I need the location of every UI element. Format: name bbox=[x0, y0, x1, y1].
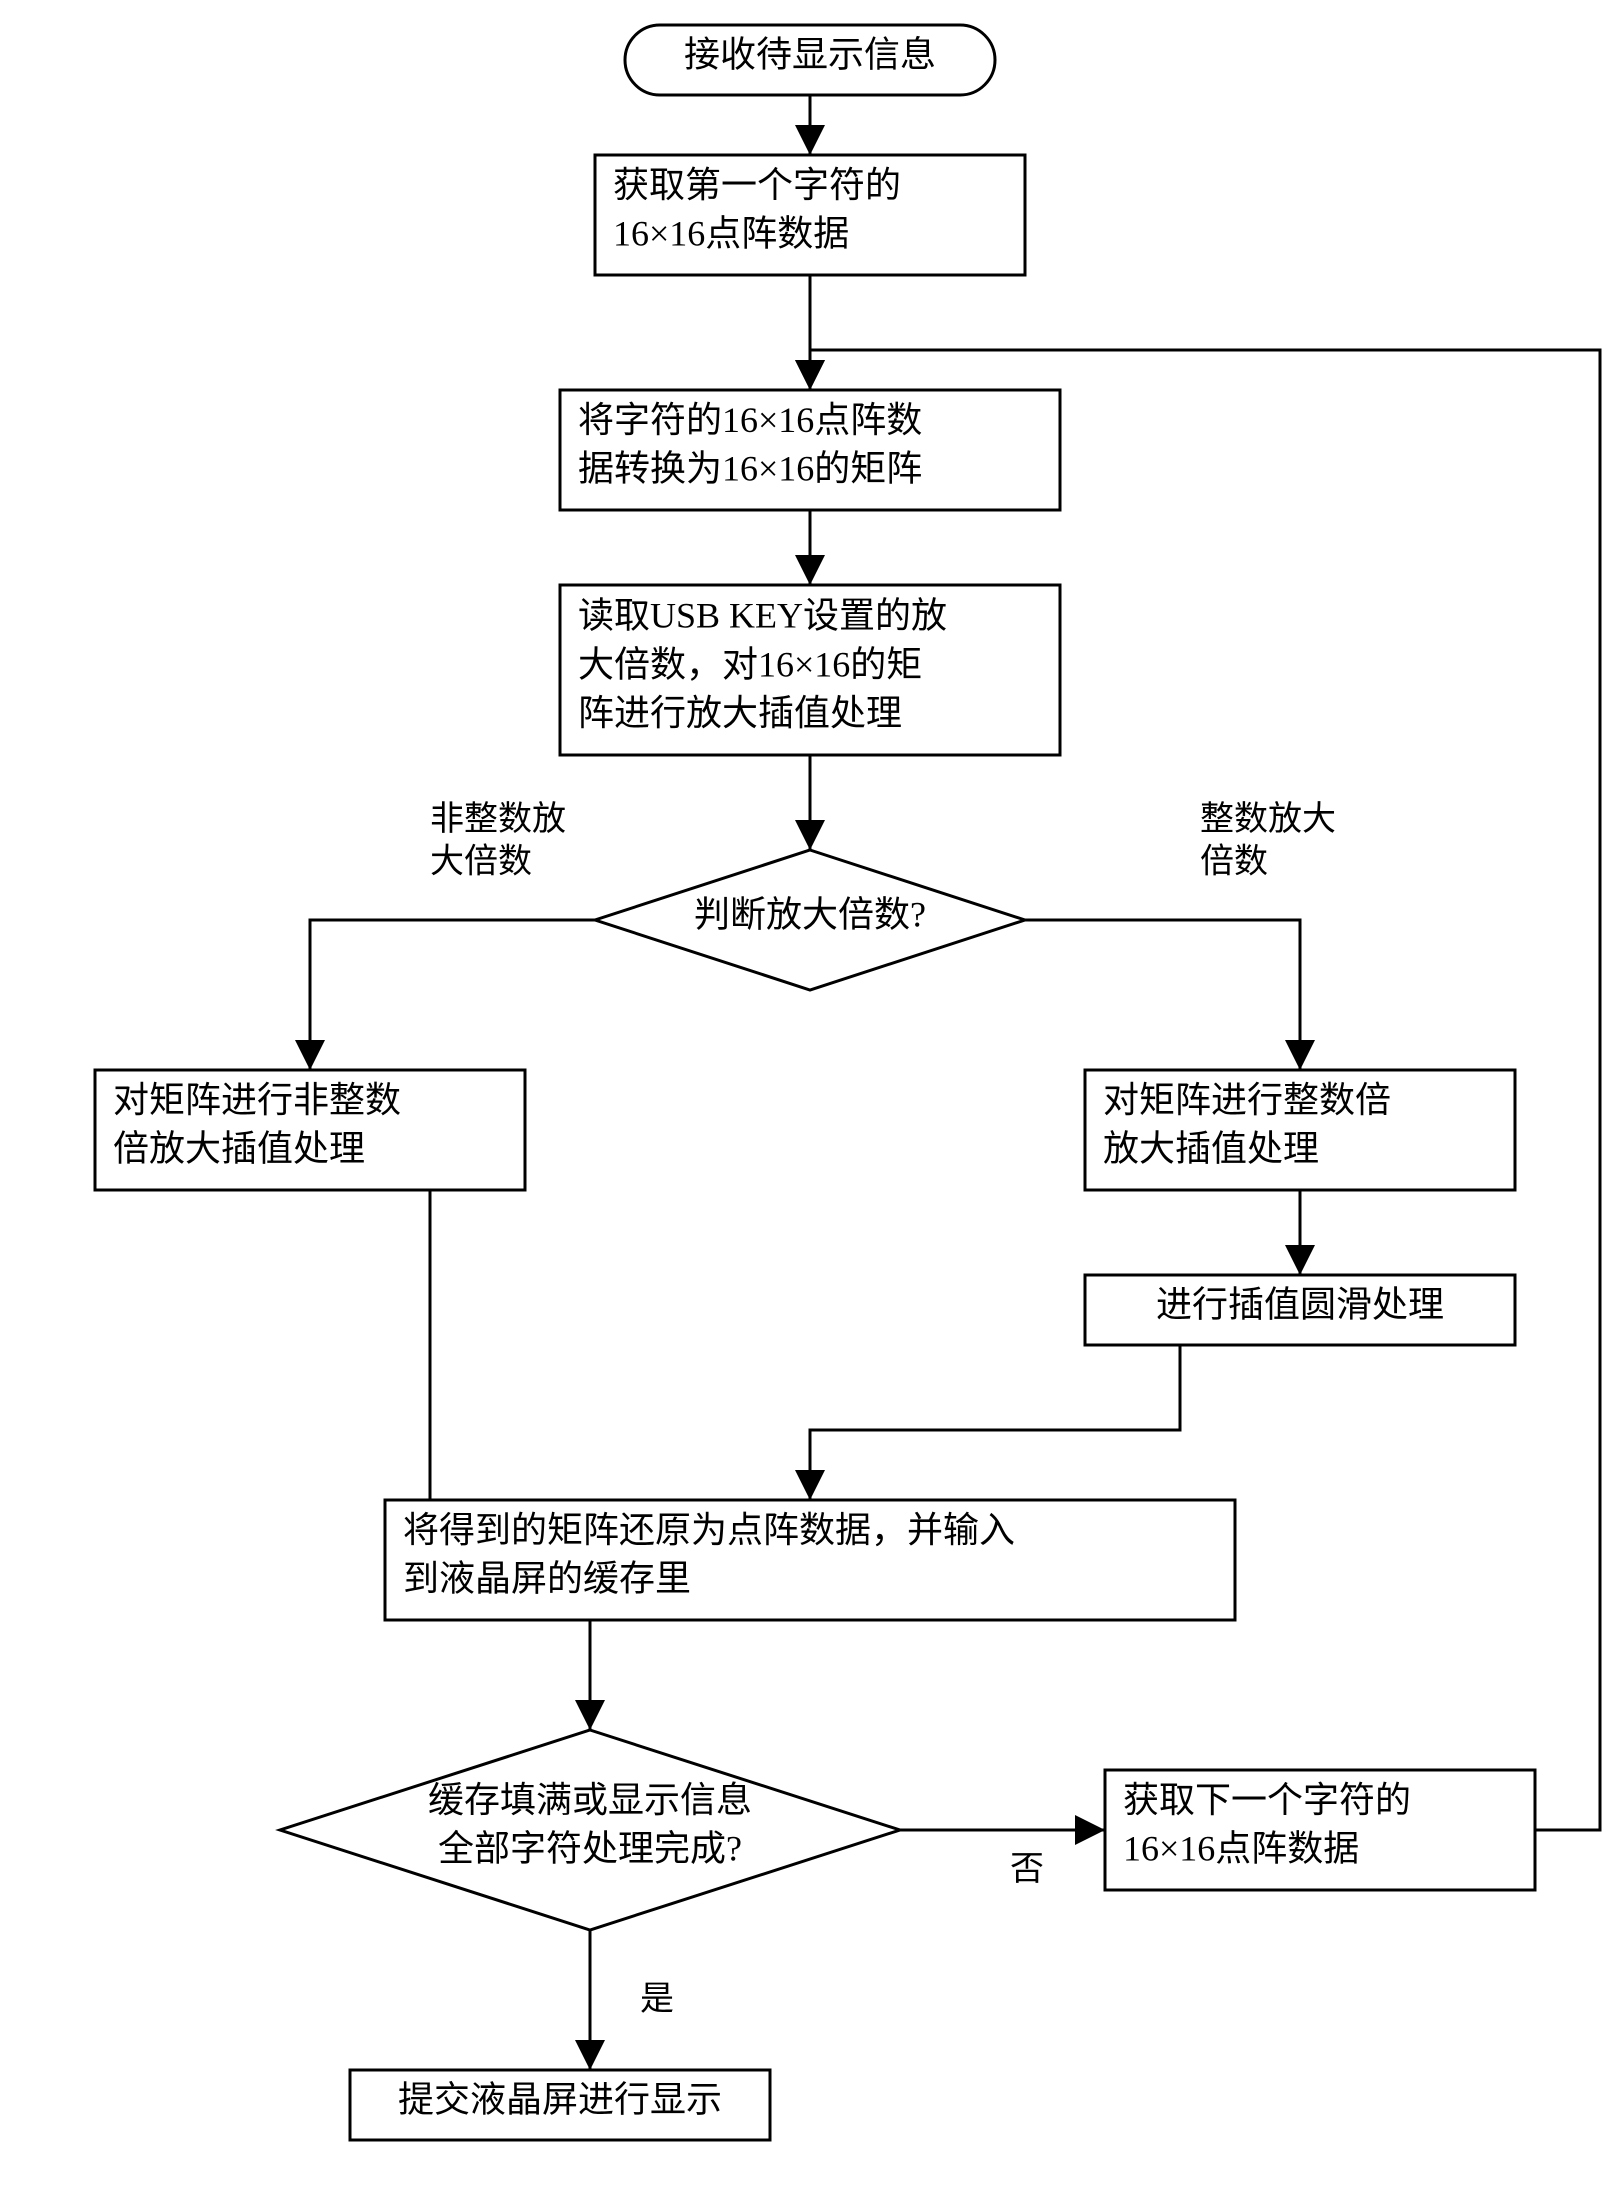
node-nL-line-1: 倍放大插值处理 bbox=[113, 1129, 365, 1169]
node-nR2: 进行插值圆滑处理 bbox=[1085, 1275, 1515, 1345]
node-d1-line-0: 判断放大倍数? bbox=[694, 894, 926, 934]
edge-11-label-0: 是 bbox=[640, 1981, 674, 2018]
node-n4-line-1: 到液晶屏的缓存里 bbox=[403, 1559, 691, 1599]
node-n3-line-1: 大倍数，对16×16的矩 bbox=[578, 644, 922, 684]
node-n1-line-0: 获取第一个字符的 bbox=[613, 165, 901, 205]
node-n2: 将字符的16×16点阵数据转换为16×16的矩阵 bbox=[560, 390, 1060, 510]
node-d2-line-1: 全部字符处理完成? bbox=[438, 1829, 742, 1869]
edge-5-label-1: 倍数 bbox=[1200, 843, 1268, 881]
flowchart-canvas: 接收待显示信息获取第一个字符的16×16点阵数据将字符的16×16点阵数据转换为… bbox=[0, 0, 1621, 2205]
node-end: 提交液晶屏进行显示 bbox=[350, 2070, 770, 2140]
node-start: 接收待显示信息 bbox=[625, 25, 995, 95]
node-nL: 对矩阵进行非整数倍放大插值处理 bbox=[95, 1070, 525, 1190]
node-n1: 获取第一个字符的 16×16点阵数据 bbox=[595, 155, 1025, 275]
node-nR1: 对矩阵进行整数倍放大插值处理 bbox=[1085, 1070, 1515, 1190]
node-nNext: 获取下一个字符的 16×16点阵数据 bbox=[1105, 1770, 1535, 1890]
node-nR1-line-1: 放大插值处理 bbox=[1103, 1129, 1319, 1169]
node-nNext-line-1: 16×16点阵数据 bbox=[1123, 1829, 1359, 1869]
node-d1: 判断放大倍数? bbox=[595, 850, 1025, 990]
node-n3: 读取USB KEY设置的放大倍数，对16×16的矩阵进行放大插值处理 bbox=[560, 585, 1060, 755]
node-nL-line-0: 对矩阵进行非整数 bbox=[113, 1080, 401, 1120]
node-start-line-0: 接收待显示信息 bbox=[684, 34, 936, 74]
edge-8 bbox=[810, 1345, 1180, 1500]
node-n2-line-1: 据转换为16×16的矩阵 bbox=[578, 449, 922, 489]
node-n2-line-0: 将字符的16×16点阵数 bbox=[578, 400, 922, 440]
node-d2-line-0: 缓存填满或显示信息 bbox=[428, 1780, 752, 1820]
node-n4-line-0: 将得到的矩阵还原为点阵数据，并输入 bbox=[403, 1510, 1015, 1550]
edge-4-label-0: 非整数放 bbox=[430, 800, 566, 838]
node-n1-line-1: 16×16点阵数据 bbox=[613, 214, 849, 254]
node-n3-line-2: 阵进行放大插值处理 bbox=[578, 693, 902, 733]
edge-4-label-1: 大倍数 bbox=[430, 843, 532, 881]
node-nNext-line-0: 获取下一个字符的 bbox=[1123, 1780, 1411, 1820]
edge-5 bbox=[1025, 920, 1300, 1070]
node-n3-line-0: 读取USB KEY设置的放 bbox=[578, 596, 947, 636]
node-end-line-0: 提交液晶屏进行显示 bbox=[398, 2079, 722, 2119]
node-nR1-line-0: 对矩阵进行整数倍 bbox=[1103, 1080, 1391, 1120]
node-nR2-line-0: 进行插值圆滑处理 bbox=[1156, 1284, 1444, 1324]
edge-4 bbox=[310, 920, 595, 1070]
edge-10-label-0: 否 bbox=[1010, 1851, 1044, 1888]
node-n4: 将得到的矩阵还原为点阵数据，并输入到液晶屏的缓存里 bbox=[385, 1500, 1235, 1620]
node-d2: 缓存填满或显示信息全部字符处理完成? bbox=[280, 1730, 900, 1930]
edge-5-label-0: 整数放大 bbox=[1200, 800, 1336, 838]
